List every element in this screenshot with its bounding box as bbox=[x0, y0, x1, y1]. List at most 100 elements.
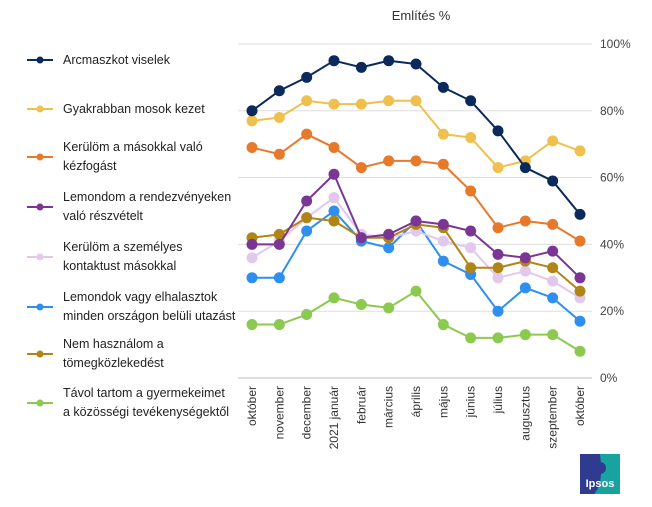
data-point bbox=[355, 299, 367, 311]
data-point bbox=[465, 95, 477, 107]
data-point bbox=[273, 148, 285, 160]
legend-marker-icon bbox=[27, 56, 53, 64]
data-point bbox=[383, 95, 395, 107]
data-point bbox=[492, 332, 504, 344]
x-tick-label: december bbox=[300, 386, 314, 439]
legend-marker-icon bbox=[27, 203, 53, 211]
data-point bbox=[301, 195, 313, 207]
data-point bbox=[574, 315, 586, 327]
data-point bbox=[492, 272, 504, 284]
y-tick-label: 0% bbox=[600, 371, 618, 385]
data-point bbox=[574, 145, 586, 157]
legend-marker-icon bbox=[27, 350, 53, 358]
data-point bbox=[574, 272, 586, 284]
legend-marker-icon bbox=[27, 399, 53, 407]
series-7 bbox=[246, 285, 586, 357]
data-point bbox=[246, 319, 258, 331]
data-point bbox=[519, 215, 531, 227]
data-point bbox=[328, 168, 340, 180]
series-2 bbox=[246, 128, 586, 247]
data-point bbox=[355, 232, 367, 244]
x-tick-label: augusztus bbox=[518, 386, 532, 441]
data-point bbox=[273, 85, 285, 97]
x-tick-label: február bbox=[354, 386, 368, 424]
data-point bbox=[246, 105, 258, 117]
data-point bbox=[492, 222, 504, 234]
data-point bbox=[547, 218, 559, 230]
data-point bbox=[383, 302, 395, 314]
x-tick-label: május bbox=[436, 386, 450, 418]
data-point bbox=[437, 158, 449, 170]
y-tick-label: 100% bbox=[600, 37, 631, 51]
data-point bbox=[492, 305, 504, 317]
legend-label: Lemondom a rendezvényeken való részvétel… bbox=[63, 190, 232, 223]
data-point bbox=[328, 98, 340, 110]
data-point bbox=[465, 262, 477, 274]
data-point bbox=[437, 81, 449, 93]
data-point bbox=[574, 345, 586, 357]
data-point bbox=[246, 115, 258, 127]
data-point bbox=[519, 265, 531, 277]
data-point bbox=[328, 192, 340, 204]
data-point bbox=[574, 235, 586, 247]
legend-marker-icon bbox=[27, 303, 53, 311]
x-tick-label: szeptember bbox=[546, 386, 560, 449]
data-point bbox=[301, 71, 313, 83]
data-point bbox=[547, 245, 559, 257]
x-tick-label: október bbox=[245, 386, 259, 426]
legend-item: Kerülöm a másokkal való kézfogást bbox=[27, 140, 203, 173]
y-tick-label: 80% bbox=[600, 104, 624, 118]
data-point bbox=[410, 155, 422, 167]
x-tick-label: 2021 január bbox=[327, 386, 341, 449]
data-point bbox=[492, 248, 504, 260]
legend-label: Kerülöm a másokkal való kézfogást bbox=[63, 140, 203, 173]
y-tick-label: 40% bbox=[600, 237, 624, 251]
data-point bbox=[574, 285, 586, 297]
data-point bbox=[492, 162, 504, 174]
chart-title: Említés % bbox=[392, 8, 451, 23]
logo-text: Ipsos bbox=[586, 478, 615, 490]
data-point bbox=[465, 185, 477, 197]
series-line bbox=[252, 289, 581, 353]
data-point bbox=[547, 329, 559, 341]
data-point bbox=[273, 319, 285, 331]
data-point bbox=[328, 292, 340, 304]
data-point bbox=[383, 228, 395, 240]
data-point bbox=[383, 55, 395, 67]
data-point bbox=[328, 55, 340, 67]
data-point bbox=[465, 242, 477, 254]
x-tick-label: október bbox=[573, 386, 587, 426]
data-point bbox=[383, 242, 395, 254]
data-point bbox=[547, 135, 559, 147]
legend-label: Nem használom a tömegközlekedést bbox=[63, 337, 164, 370]
x-tick-label: április bbox=[409, 386, 423, 417]
legend-item: Lemondom a rendezvényeken való részvétel… bbox=[27, 190, 231, 223]
data-point bbox=[355, 98, 367, 110]
data-point bbox=[547, 292, 559, 304]
legend-marker-icon bbox=[27, 153, 53, 161]
data-point bbox=[410, 285, 422, 297]
data-point bbox=[547, 275, 559, 287]
ipsos-logo: Ipsos bbox=[580, 454, 620, 494]
data-point bbox=[328, 205, 340, 217]
legend-item: Távol tartom a gyermekeimet a közösségi … bbox=[27, 386, 229, 419]
data-point bbox=[328, 142, 340, 154]
data-point bbox=[355, 61, 367, 73]
legend-label: Arcmaszkot viselek bbox=[63, 52, 170, 67]
data-point bbox=[519, 282, 531, 294]
data-point bbox=[246, 238, 258, 250]
x-tick-label: március bbox=[382, 386, 396, 428]
data-point bbox=[437, 255, 449, 267]
data-point bbox=[437, 218, 449, 230]
data-point bbox=[301, 309, 313, 321]
series-1 bbox=[246, 95, 586, 174]
data-point bbox=[574, 208, 586, 220]
data-point bbox=[301, 212, 313, 224]
data-point bbox=[492, 125, 504, 137]
data-point bbox=[246, 252, 258, 264]
series-line bbox=[251, 196, 581, 299]
data-point bbox=[328, 215, 340, 227]
data-point bbox=[246, 142, 258, 154]
